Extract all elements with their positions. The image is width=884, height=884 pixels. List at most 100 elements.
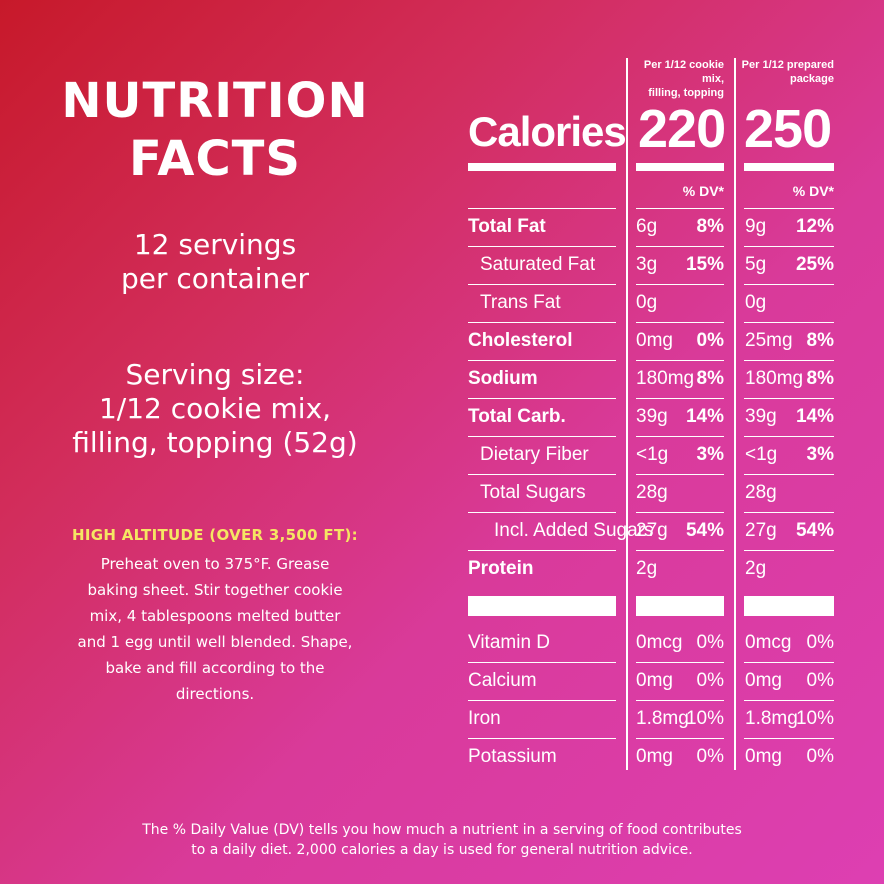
nutrient-row: Total Carb. 39g 14% 39g 14% [468,398,868,436]
dv-per-serving: 0% [696,330,724,351]
dv-per-serving: 14% [685,406,724,427]
thick-rule [744,163,834,171]
dv-prepared: 0% [806,632,834,653]
serving-size: Serving size: 1/12 cookie mix, filling, … [0,358,430,460]
amount-per-serving: 3g [636,254,658,275]
nutrient-row: Total Sugars 28g 28g [468,474,868,512]
row-separator [636,662,724,663]
row-separator [468,512,616,513]
dv-per-serving: 8% [696,216,724,237]
amount-prepared: 180mg [745,368,804,389]
amount-per-serving: 0mcg [636,632,683,653]
amount-prepared: 2g [745,558,767,579]
dv-per-serving: 0% [696,632,724,653]
nutrient-name: Total Sugars [480,482,586,503]
row-separator [468,322,616,323]
dv-prepared: 14% [795,406,834,427]
dv-per-serving: 54% [685,520,724,541]
instruction-line: and 1 egg until well blended. Shape, [77,633,353,651]
serving-size-line: 1/12 cookie mix, [98,392,332,425]
amount-per-serving: <1g [636,444,669,465]
nutrient-name: Vitamin D [468,632,551,653]
amount-per-serving: 1.8mg [636,708,689,729]
nutrient-row: Incl. Added Sugars 27g 54% 27g 54% [468,512,868,550]
serving-size-line: Serving size: [125,358,305,391]
nutrient-name: Trans Fat [480,292,561,313]
row-separator [636,398,724,399]
row-separator [744,322,834,323]
nutrient-name: Cholesterol [468,330,573,351]
nutrient-row: Iron 1.8mg 10% 1.8mg 10% [468,700,868,738]
instruction-line: mix, 4 tablespoons melted butter [89,607,341,625]
amount-per-serving: 6g [636,216,658,237]
amount-prepared: 1.8mg [745,708,798,729]
dv-per-serving: 10% [685,708,724,729]
row-separator [468,398,616,399]
nutrient-row: Trans Fat 0g 0g [468,284,868,322]
row-separator [744,208,834,209]
row-separator [744,436,834,437]
row-separator [636,738,724,739]
row-separator [744,662,834,663]
row-separator [636,322,724,323]
dv-prepared: 10% [795,708,834,729]
nutrient-name: Saturated Fat [480,254,596,275]
row-separator [468,360,616,361]
row-separator [636,246,724,247]
row-separator [636,474,724,475]
row-separator [744,738,834,739]
amount-per-serving: 28g [636,482,668,503]
nutrient-row: Potassium 0mg 0% 0mg 0% [468,738,868,776]
dv-prepared: 3% [806,444,834,465]
amount-prepared: 25mg [745,330,793,351]
section-bar [744,596,834,616]
nutrient-row: Sodium 180mg 8% 180mg 8% [468,360,868,398]
nutrient-name: Incl. Added Sugars [494,520,654,541]
row-separator [744,700,834,701]
row-separator [744,360,834,361]
dv-prepared: 25% [795,254,834,275]
row-separator [636,360,724,361]
calories-label: Calories [468,108,627,155]
nutrient-name: Total Fat [468,216,546,237]
dv-per-serving: 3% [696,444,724,465]
amount-prepared: 9g [745,216,767,237]
row-separator [744,512,834,513]
serving-size-line: filling, topping (52g) [72,426,358,459]
dv-per-serving: 15% [685,254,724,275]
high-altitude-heading: HIGH ALTITUDE (OVER 3,500 FT): [72,526,358,544]
dv-per-serving: 8% [696,368,724,389]
row-separator [636,208,724,209]
nutrient-name: Protein [468,558,534,579]
row-separator [468,474,616,475]
dv-per-serving: 0% [696,670,724,691]
amount-prepared: 5g [745,254,767,275]
thick-rule [636,163,724,171]
row-separator [636,700,724,701]
amount-per-serving: 0mg [636,746,673,767]
dv-header-1: % DV* [682,183,724,199]
instruction-line: Preheat oven to 375°F. Grease [100,555,330,573]
instruction-line: directions. [175,685,255,703]
column-header-2: Per 1/12 prepared package [740,58,834,86]
row-separator [636,512,724,513]
column-header-line: package [789,73,834,85]
thick-rule [468,163,616,171]
row-separator [468,738,616,739]
column-divider [734,58,736,770]
row-separator [468,208,616,209]
high-altitude-instructions: Preheat oven to 375°F. Grease baking she… [50,551,380,707]
row-separator [744,398,834,399]
amount-prepared: <1g [745,444,778,465]
column-header-line: Per 1/12 cookie mix, [643,59,724,85]
amount-per-serving: 0mg [636,670,673,691]
dv-prepared: 0% [806,746,834,767]
nutrient-row: Total Fat 6g 8% 9g 12% [468,208,868,246]
amount-prepared: 0mg [745,746,782,767]
instruction-line: baking sheet. Stir together cookie [87,581,343,599]
nutrient-row: Dietary Fiber <1g 3% <1g 3% [468,436,868,474]
row-separator [744,284,834,285]
nutrient-name: Iron [468,708,501,729]
amount-prepared: 39g [745,406,777,427]
row-separator [468,284,616,285]
